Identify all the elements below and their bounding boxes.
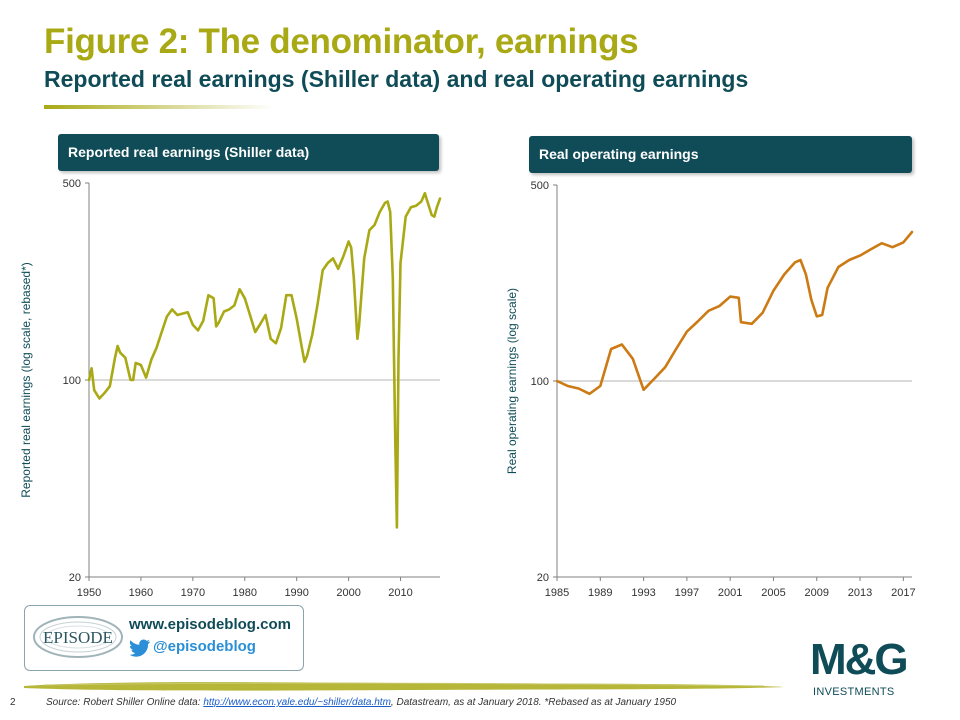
right-y-tick-label: 100 (531, 376, 549, 388)
left-x-tick-label: 1990 (284, 587, 308, 599)
left-x-tick-label: 1960 (129, 587, 153, 599)
right-x-tick-label: 2001 (718, 587, 742, 599)
page-subtitle: Reported real earnings (Shiller data) an… (44, 66, 749, 92)
left-x-tick-label: 1950 (77, 587, 101, 599)
page-number: 2 (10, 697, 16, 708)
blog-url-link[interactable]: www.episodeblog.com (129, 616, 291, 633)
right-series-line (555, 230, 914, 396)
mg-logo-letters: M&G (810, 635, 907, 684)
right-x-tick-label: 2013 (848, 587, 872, 599)
episode-logo: EPISODE (33, 616, 123, 658)
right-x-tick-label: 1993 (631, 587, 655, 599)
title-underline (44, 105, 274, 109)
right-x-tick-label: 2017 (891, 587, 915, 599)
source-note: Source: Robert Shiller Online data: http… (46, 697, 676, 708)
episode-logo-text: EPISODE (43, 628, 113, 647)
mg-investments-logo: M&G INVESTMENTS (810, 635, 909, 698)
left-y-tick-label: 20 (69, 572, 81, 584)
chart-title-left: Reported real earnings (Shiller data) (58, 134, 439, 171)
right-x-tick-label: 2009 (805, 587, 829, 599)
mg-logo-tagline: INVESTMENTS (813, 686, 895, 698)
left-y-tick-label: 500 (63, 178, 81, 190)
right-y-tick-label: 500 (531, 180, 549, 192)
chart-title-right: Real operating earnings (529, 136, 912, 173)
left-x-tick-label: 2010 (388, 587, 412, 599)
right-x-tick-label: 1997 (675, 587, 699, 599)
right-y-tick-label: 20 (537, 572, 549, 584)
source-prefix: Source: Robert Shiller Online data: (46, 697, 201, 708)
footer-brush-stroke (24, 682, 784, 691)
left-y-axis-title: Reported real earnings (log scale, rebas… (19, 262, 33, 497)
blog-branding-box[interactable]: EPISODE www.episodeblog.com @episodeblog (24, 605, 304, 671)
twitter-handle[interactable]: @episodeblog (153, 638, 256, 655)
page-title: Figure 2: The denominator, earnings (44, 22, 639, 61)
right-x-tick-label: 2005 (761, 587, 785, 599)
twitter-bird-icon (129, 639, 151, 657)
right-y-axis-title: Real operating earnings (log scale) (505, 288, 519, 474)
left-x-tick-label: 1970 (181, 587, 205, 599)
left-y-tick-label: 100 (63, 375, 81, 387)
left-series-line (87, 191, 442, 529)
left-x-tick-label: 2000 (336, 587, 360, 599)
right-x-tick-label: 1989 (588, 587, 612, 599)
left-x-tick-label: 1980 (233, 587, 257, 599)
source-suffix: , Datastream, as at January 2018. *Rebas… (390, 697, 677, 708)
source-link[interactable]: http://www.econ.yale.edu/~shiller/data.h… (203, 697, 391, 708)
right-x-tick-label: 1985 (545, 587, 569, 599)
